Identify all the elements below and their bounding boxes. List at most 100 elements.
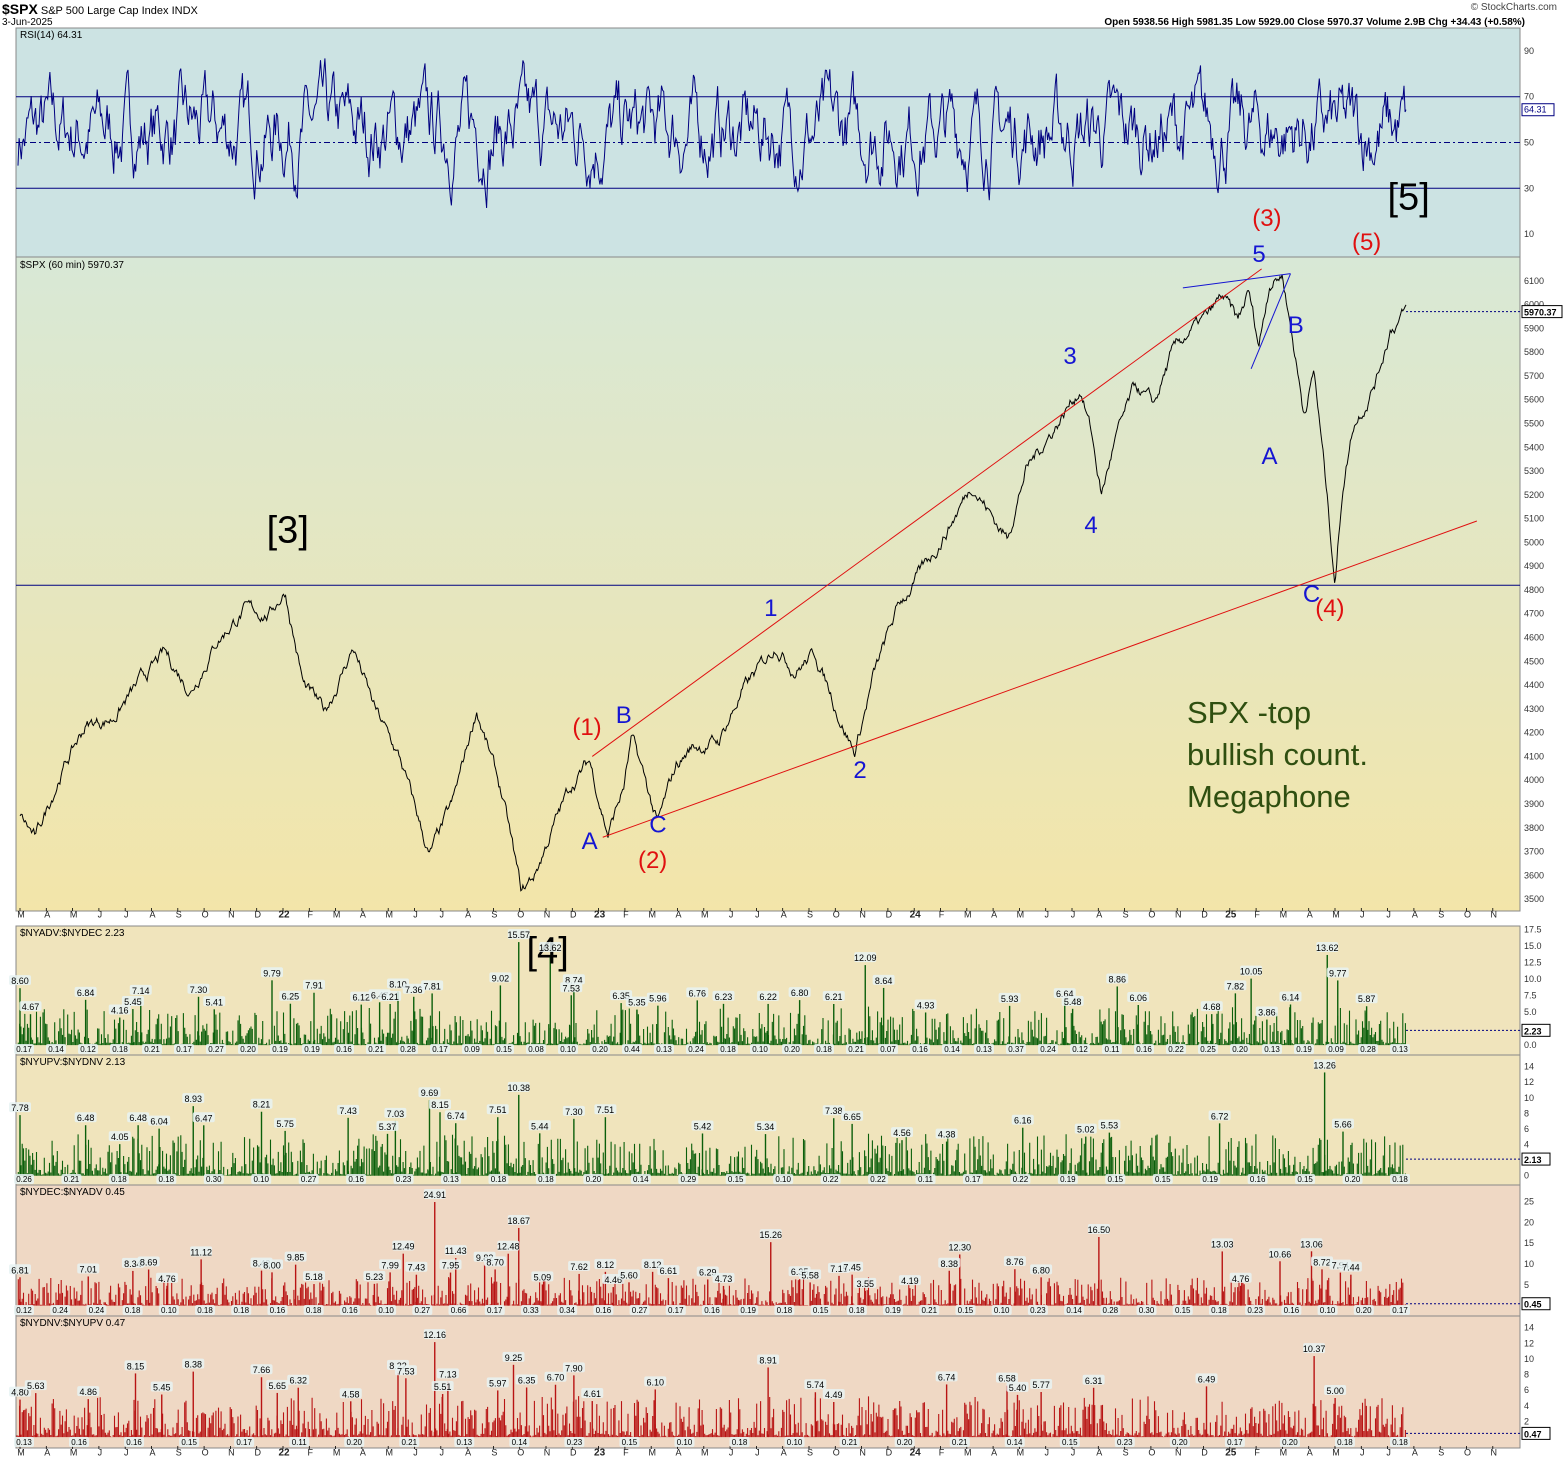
trough-label: 0.23	[1030, 1306, 1046, 1315]
trough-label: 0.21	[401, 1438, 417, 1447]
wave-label-16: A	[1261, 443, 1277, 470]
peak-label: 7.51	[597, 1105, 615, 1115]
price-ytick: 5300	[1524, 466, 1544, 476]
peak-label: 5.77	[1032, 1380, 1050, 1390]
peak-label: 5.37	[379, 1122, 397, 1132]
trough-label: 0.11	[918, 1175, 934, 1184]
peak-label: 4.56	[893, 1128, 911, 1138]
trough-label-bg	[122, 1305, 143, 1315]
trough-label-bg	[289, 1437, 310, 1447]
peak-label-bg	[618, 1269, 640, 1280]
trough-label: 0.12	[16, 1306, 32, 1315]
trough-label: 0.18	[112, 1045, 128, 1054]
wave-label-10: C	[649, 812, 666, 839]
rsi-last-badge	[1521, 103, 1555, 117]
peak-label-bg	[1326, 967, 1349, 978]
trough-label: 0.18	[777, 1306, 793, 1315]
trough-label: 0.10	[775, 1175, 791, 1184]
peak-label: 6.72	[1211, 1111, 1229, 1121]
peak-label: 13.06	[1300, 1239, 1323, 1249]
trough-label: 0.20	[1282, 1438, 1298, 1447]
price-ytick: 3800	[1524, 823, 1544, 833]
peak-label: 5.09	[534, 1272, 552, 1282]
trough-label: 0.18	[732, 1438, 748, 1447]
peak-label-bg	[250, 1098, 273, 1109]
trough-label-bg	[399, 1437, 420, 1447]
breadth-last-value: 0.47	[1524, 1429, 1542, 1439]
rsi-title: RSI(14) 64.31	[20, 30, 83, 41]
trough-label: 0.14	[1007, 1438, 1023, 1447]
trough-label: 0.10	[994, 1306, 1010, 1315]
x-axis-top-label: M	[648, 909, 656, 919]
wave-label-2: [5]	[1388, 176, 1430, 218]
x-axis-top-label: A	[44, 909, 50, 919]
x-axis-bottom-label: M	[70, 1447, 78, 1457]
trough-label-bg	[846, 1305, 867, 1315]
peak-label: 8.00	[263, 1260, 281, 1270]
trough-label: 0.14	[512, 1438, 528, 1447]
x-axis-bottom-label: F	[939, 1447, 945, 1457]
x-axis-bottom-label: F	[623, 1447, 629, 1457]
peak-label-bg	[1208, 1110, 1231, 1121]
peak-label-bg	[1098, 1119, 1121, 1130]
peak-label-bg	[156, 1272, 178, 1283]
x-axis-bottom-label: D	[570, 1447, 577, 1457]
x-axis-top-label: A	[991, 909, 997, 919]
trough-label: 0.18	[1337, 1438, 1353, 1447]
peak-label-bg	[261, 967, 283, 978]
x-axis-top-label: N	[1175, 909, 1182, 919]
x-axis-top-label: M	[70, 909, 78, 919]
peak-label: 9.79	[263, 968, 281, 978]
x-axis-top-label: D	[1201, 909, 1208, 919]
trough-label: 0.25	[1200, 1045, 1216, 1054]
peak-label: 5.44	[531, 1121, 549, 1131]
trough-label-bg	[1010, 1174, 1031, 1184]
x-axis-top-label: D	[886, 909, 893, 919]
peak-label-bg	[822, 990, 845, 1001]
price-ytick: 3600	[1524, 870, 1544, 880]
trough-label-bg	[878, 1044, 898, 1054]
breadth-title: $NYADV:$NYDEC 2.23	[20, 928, 125, 939]
trough-label: 0.13	[976, 1045, 992, 1054]
x-axis-bottom-label: A	[991, 1447, 997, 1457]
trough-label-bg	[1262, 1044, 1282, 1054]
peak-label: 5.45	[153, 1382, 171, 1392]
peak-label-bg	[822, 1105, 845, 1116]
trough-label-bg	[1358, 1044, 1378, 1054]
breadth-last-value: 2.13	[1524, 1155, 1542, 1165]
peak-label-bg	[1061, 995, 1084, 1006]
peak-label: 7.95	[442, 1261, 460, 1271]
peak-label: 11.43	[445, 1246, 467, 1256]
trough-label-bg	[1390, 1305, 1410, 1315]
chart-header-symbol: $SPX S&P 500 Large Cap Index INDX	[2, 1, 198, 17]
peak-label: 6.74	[938, 1372, 956, 1382]
peak-label-bg	[754, 1121, 777, 1132]
x-axis-bottom-label: M	[1017, 1447, 1025, 1457]
trendline-wedge-top	[1182, 273, 1291, 289]
trough-label-bg	[883, 1305, 904, 1315]
peak-label-bg	[489, 972, 512, 983]
x-axis-bottom-label: M	[17, 1447, 25, 1457]
peak-label-bg	[757, 1354, 780, 1365]
peak-label-bg	[594, 1104, 617, 1115]
x-axis-bottom-label: O	[1148, 1447, 1155, 1457]
trough-label-bg	[654, 1044, 674, 1054]
peak-label: 8.60	[11, 976, 29, 986]
trough-label: 0.14	[944, 1045, 960, 1054]
trough-label: 0.22	[1168, 1045, 1184, 1054]
peak-label-bg	[686, 987, 709, 998]
trough-label: 0.23	[1247, 1306, 1263, 1315]
x-axis-top-label: J	[440, 909, 445, 919]
x-axis-bottom-label: J	[1360, 1447, 1365, 1457]
price-title: $SPX (60 min) 5970.37	[20, 260, 124, 271]
x-axis-bottom-label: 22	[278, 1447, 290, 1458]
trough-label-bg	[678, 1174, 699, 1184]
peak-label: 4.58	[342, 1389, 360, 1399]
trough-label: 0.20	[592, 1045, 608, 1054]
trough-label: 0.20	[240, 1045, 256, 1054]
trough-label: 0.11	[292, 1438, 308, 1447]
peak-label-bg	[507, 1214, 530, 1225]
price-ytick: 5600	[1524, 395, 1544, 405]
peak-label-bg	[24, 1380, 47, 1391]
trough-label: 0.18	[1211, 1306, 1227, 1315]
